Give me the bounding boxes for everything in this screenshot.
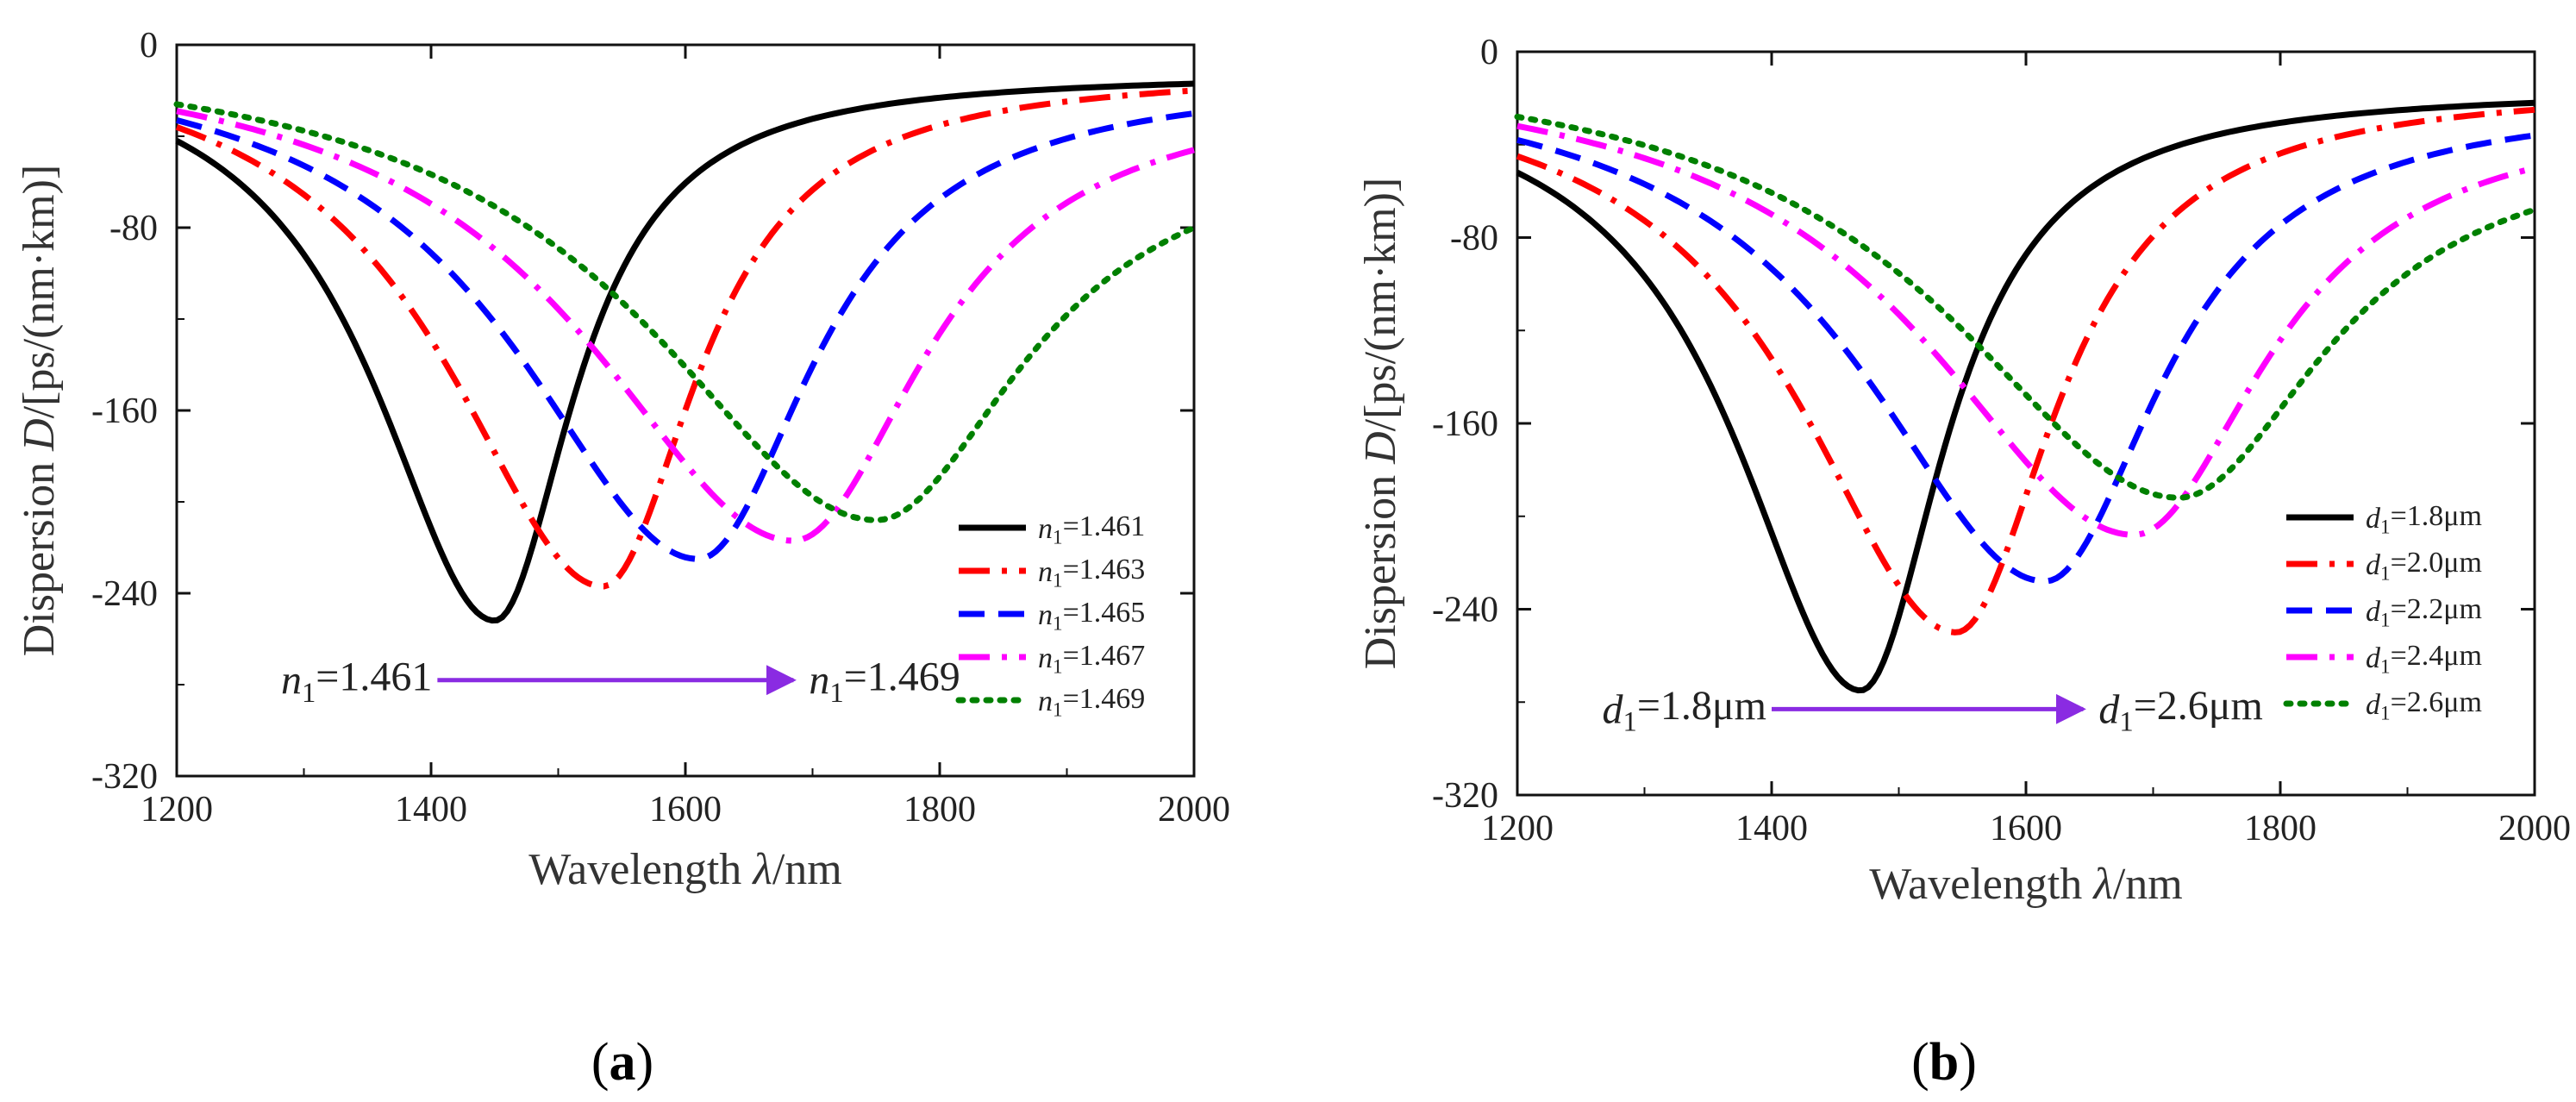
series-line-1 [1516,99,2535,694]
series-line-4 [1516,122,2535,538]
x-tick-label: 1600 [1990,809,2062,848]
chart-panel-a: 1200 1400 1600 1800 2000 0 -80 -160 -240 -320 Wave… [15,26,1230,1092]
x-axis-label: Wavelength λ/nm [1869,860,2183,909]
series-line-2 [175,87,1195,590]
legend-label-1: n1=1.461 [1038,510,1145,549]
y-tick-label: -240 [91,574,158,614]
legend-label-5: d1=2.6μm [2366,686,2482,725]
x-tick-label: 1400 [1735,809,1808,848]
legend-label-1: d1=1.8μm [2366,500,2482,539]
y-tick-label: -240 [1432,591,1498,630]
x-tick-label: 1200 [141,790,213,830]
x-tick-label: 1400 [395,790,467,830]
panel-label: (b) [1911,1033,1977,1092]
x-axis-label: Wavelength λ/nm [528,845,842,894]
annotation-from-label: d1=1.8μm [1603,683,1766,737]
annotation-from-label: n1=1.461 [281,654,432,708]
x-tick-label: 2000 [1158,790,1230,830]
y-tick-label: -160 [91,391,158,431]
legend-label-5: n1=1.469 [1038,683,1145,722]
legend-label-2: n1=1.463 [1038,554,1145,592]
series-line-3 [1516,132,2535,585]
y-tick-label: -320 [1432,776,1498,816]
series-line-4 [176,108,1195,544]
y-axis-label: Dispersion D/[ps/(nm·km)] [1356,178,1405,670]
annotation-to-label: d1=2.6μm [2098,683,2262,737]
panel-label: (a) [591,1033,653,1092]
y-tick-label: -80 [109,209,158,248]
legend-label-2: d1=2.0μm [2366,547,2482,585]
y-tick-label: -320 [91,757,158,797]
legend-label-4: d1=2.4μm [2366,640,2482,679]
annotation-to-label: n1=1.469 [809,654,960,708]
x-tick-label: 2000 [2498,809,2571,848]
x-tick-label: 1800 [2244,809,2317,848]
y-tick-label: -160 [1432,404,1498,444]
y-tick-label: 0 [1480,33,1498,72]
y-axis-label: Dispersion D/[ps/(nm·km)] [15,165,64,657]
x-tick-label: 1800 [903,790,976,830]
x-tick-label: 1600 [649,790,722,830]
series-line-2 [1516,106,2535,636]
legend-label-3: n1=1.465 [1038,597,1145,636]
x-tick-label: 1200 [1481,809,1554,848]
series-line-5 [1514,113,2538,501]
series-line-3 [176,110,1195,562]
y-tick-label: -80 [1450,219,1498,259]
legend-label-3: d1=2.2μm [2366,593,2482,632]
series-line-1 [175,80,1195,624]
y-tick-label: 0 [140,26,158,66]
chart-panel-b: 1200 1400 1600 1800 2000 0 -80 -160 -240 -320 Wave… [1356,33,2571,1092]
legend-label-4: n1=1.467 [1038,640,1145,679]
series-line-5 [173,101,1197,523]
